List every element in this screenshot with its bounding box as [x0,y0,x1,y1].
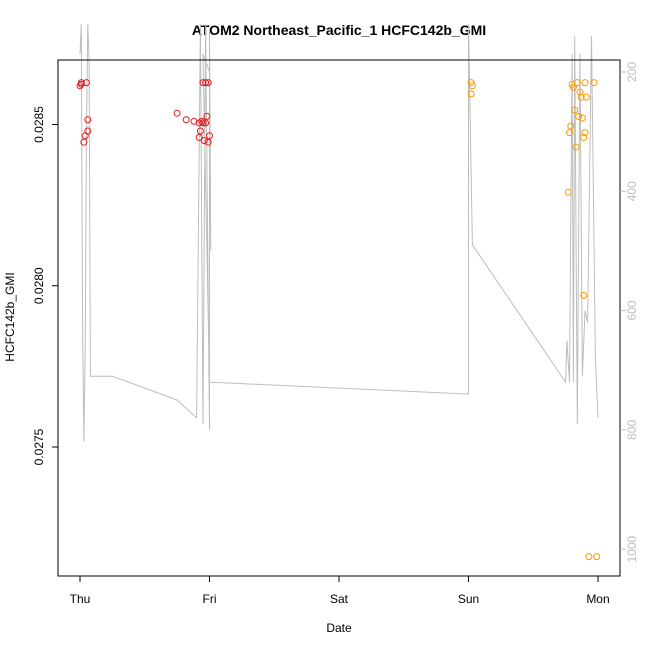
data-point [576,88,584,96]
data-point [84,127,92,135]
data-point [199,79,207,87]
data-point [593,553,601,561]
y2-tick-label: 1000 [625,535,639,562]
data-point [196,127,204,135]
data-point [582,93,590,101]
data-point [206,132,213,140]
plot-frame [57,59,621,577]
data-point [590,79,598,87]
data-point [199,119,207,127]
y-tick-label: 0.0285 [32,106,46,143]
data-point [202,119,210,127]
x-axis: Thu Fri Sat Sun Mon [70,576,610,606]
x-tick-label: Thu [70,592,91,606]
data-point [569,83,577,91]
data-point [77,79,85,87]
data-point [573,79,581,87]
data-point [580,133,588,141]
data-point [585,553,593,561]
y-axis-label: HCFC142b_GMI [3,272,17,361]
x-tick-label: Mon [586,592,609,606]
data-points-layer [76,79,601,561]
data-point [203,112,211,120]
data-point [581,129,589,137]
y-tick-label: 0.0280 [32,267,46,304]
data-point [200,137,208,145]
data-point [84,116,92,124]
data-point [572,143,580,151]
x-tick-label: Sat [330,592,349,606]
x-tick-label: Fri [203,592,217,606]
y-axis-right: 200 400 600 800 1000 [620,62,639,563]
data-point [575,112,583,120]
y2-tick-label: 200 [625,62,639,82]
y2-tick-label: 600 [625,300,639,320]
data-point [571,106,579,114]
data-point [204,138,212,146]
data-point [467,90,475,98]
y-tick-label: 0.0275 [32,428,46,465]
chart-title: ATOM2 Northeast_Pacific_1 HCFC142b_GMI [192,22,486,38]
data-point [567,122,575,130]
data-point [76,82,84,90]
data-point [195,133,203,141]
data-point [581,79,589,87]
data-point [578,114,586,122]
y2-tick-label: 400 [625,181,639,201]
altitude-line [79,24,599,442]
data-point [182,116,190,124]
data-point [566,129,573,137]
data-point [80,138,88,146]
data-point [198,117,206,125]
x-tick-label: Sun [458,592,479,606]
x-axis-label: Date [326,621,352,635]
y-axis-left: 0.0275 0.0280 0.0285 [32,106,58,465]
data-point [580,291,588,299]
data-point [577,93,585,101]
data-point [173,109,181,117]
data-point [468,82,476,90]
y2-tick-label: 800 [625,420,639,440]
altitude-line-layer [79,24,599,442]
data-point [202,79,210,87]
data-point [564,188,572,196]
data-point [83,79,90,87]
data-point [204,79,212,87]
data-point [467,79,475,87]
